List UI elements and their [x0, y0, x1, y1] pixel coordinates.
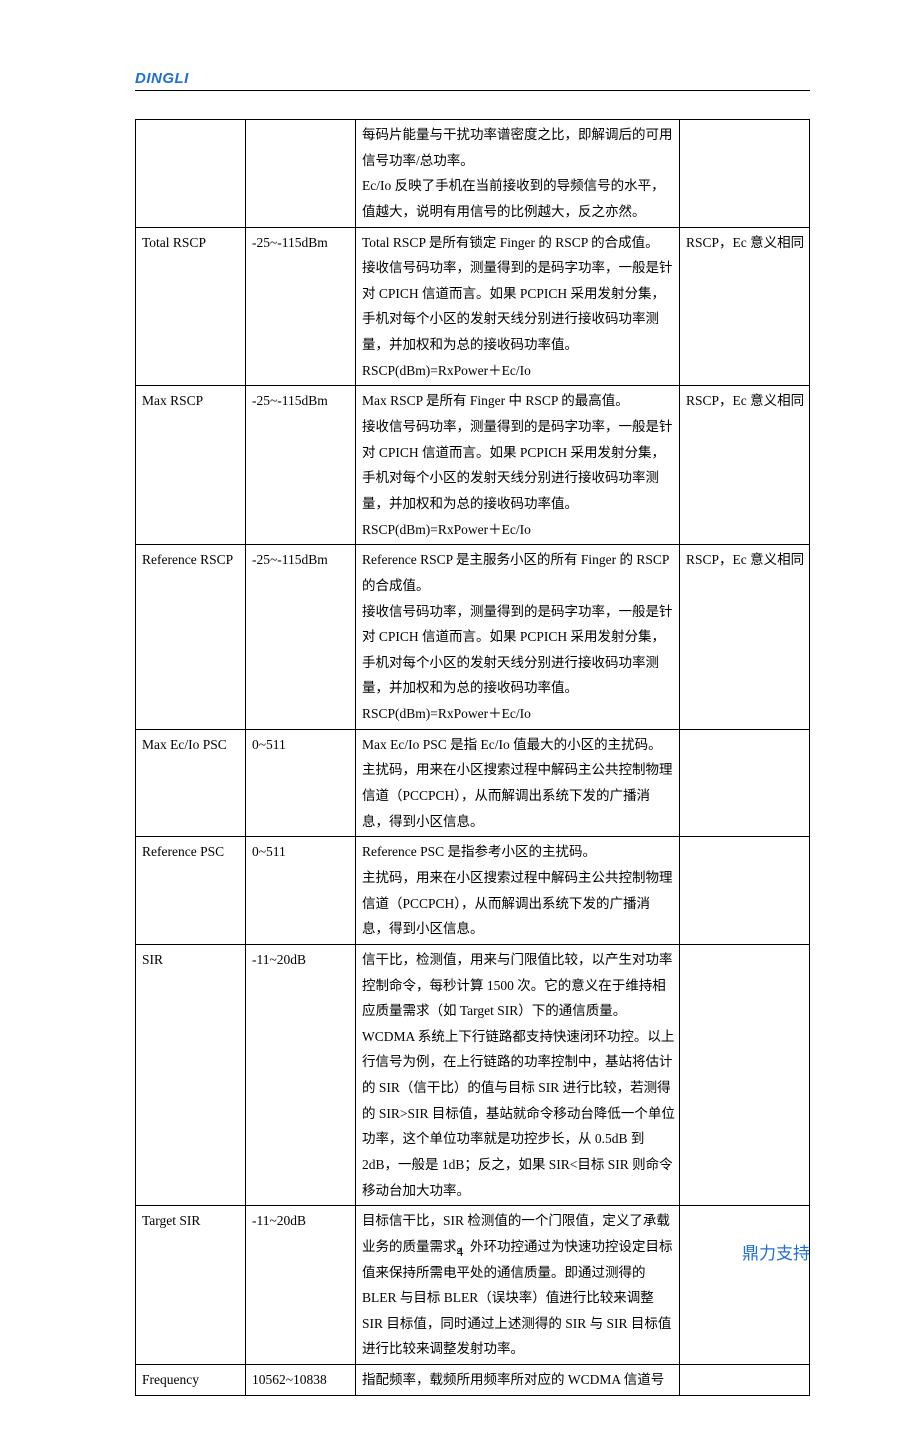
param-desc-cell: Max RSCP 是所有 Finger 中 RSCP 的最高值。接收信号码功率，…: [356, 386, 680, 545]
table-row: Max Ec/Io PSC0~511Max Ec/Io PSC 是指 Ec/Io…: [136, 729, 810, 837]
param-desc-cell: Total RSCP 是所有锁定 Finger 的 RSCP 的合成值。接收信号…: [356, 227, 680, 386]
param-name-cell: Reference PSC: [136, 837, 246, 945]
param-name-cell: Frequency: [136, 1365, 246, 1396]
param-note-cell: RSCP，Ec 意义相同: [680, 386, 810, 545]
param-range-cell: -25~-115dBm: [246, 227, 356, 386]
param-name-cell: Max Ec/Io PSC: [136, 729, 246, 837]
param-range-cell: 0~511: [246, 729, 356, 837]
param-desc-cell: Reference PSC 是指参考小区的主扰码。主扰码，用来在小区搜索过程中解…: [356, 837, 680, 945]
brand-logo-text: DINGLI: [135, 70, 189, 87]
param-name-cell: SIR: [136, 944, 246, 1205]
param-name-cell: Max RSCP: [136, 386, 246, 545]
param-note-cell: [680, 120, 810, 228]
param-note-cell: RSCP，Ec 意义相同: [680, 227, 810, 386]
page-header: DINGLI: [135, 70, 810, 91]
param-desc-cell: Reference RSCP 是主服务小区的所有 Finger 的 RSCP 的…: [356, 545, 680, 729]
document-page: DINGLI 每码片能量与干扰功率谱密度之比，即解调后的可用信号功率/总功率。E…: [0, 0, 920, 1456]
param-desc-cell: Max Ec/Io PSC 是指 Ec/Io 值最大的小区的主扰码。主扰码，用来…: [356, 729, 680, 837]
table-row: Max RSCP-25~-115dBmMax RSCP 是所有 Finger 中…: [136, 386, 810, 545]
table-row: Frequency10562~10838指配频率，载频所用频率所对应的 WCDM…: [136, 1365, 810, 1396]
param-name-cell: Total RSCP: [136, 227, 246, 386]
param-name-cell: Reference RSCP: [136, 545, 246, 729]
param-range-cell: 10562~10838: [246, 1365, 356, 1396]
param-note-cell: [680, 1206, 810, 1365]
param-range-cell: -11~20dB: [246, 944, 356, 1205]
table-row: Reference PSC0~511Reference PSC 是指参考小区的主…: [136, 837, 810, 945]
param-desc-cell: 指配频率，载频所用频率所对应的 WCDMA 信道号: [356, 1365, 680, 1396]
param-range-cell: -25~-115dBm: [246, 545, 356, 729]
table-row: Reference RSCP-25~-115dBmReference RSCP …: [136, 545, 810, 729]
parameters-table: 每码片能量与干扰功率谱密度之比，即解调后的可用信号功率/总功率。Ec/Io 反映…: [135, 119, 810, 1396]
param-note-cell: [680, 944, 810, 1205]
table-row: Target SIR-11~20dB目标信干比，SIR 检测值的一个门限值，定义…: [136, 1206, 810, 1365]
param-note-cell: RSCP，Ec 意义相同: [680, 545, 810, 729]
page-number: 4: [457, 1244, 464, 1259]
param-desc-cell: 信干比，检测值，用来与门限值比较，以产生对功率控制命令，每秒计算 1500 次。…: [356, 944, 680, 1205]
param-range-cell: [246, 120, 356, 228]
param-name-cell: Target SIR: [136, 1206, 246, 1365]
table-row: SIR-11~20dB信干比，检测值，用来与门限值比较，以产生对功率控制命令，每…: [136, 944, 810, 1205]
param-name-cell: [136, 120, 246, 228]
param-desc-cell: 目标信干比，SIR 检测值的一个门限值，定义了承载业务的质量需求。外环功控通过为…: [356, 1206, 680, 1365]
param-range-cell: 0~511: [246, 837, 356, 945]
param-note-cell: [680, 1365, 810, 1396]
param-range-cell: -25~-115dBm: [246, 386, 356, 545]
param-note-cell: [680, 729, 810, 837]
table-body: 每码片能量与干扰功率谱密度之比，即解调后的可用信号功率/总功率。Ec/Io 反映…: [136, 120, 810, 1396]
param-range-cell: -11~20dB: [246, 1206, 356, 1365]
param-note-cell: [680, 837, 810, 945]
table-row: 每码片能量与干扰功率谱密度之比，即解调后的可用信号功率/总功率。Ec/Io 反映…: [136, 120, 810, 228]
support-label: 鼎力支持: [742, 1239, 810, 1264]
param-desc-cell: 每码片能量与干扰功率谱密度之比，即解调后的可用信号功率/总功率。Ec/Io 反映…: [356, 120, 680, 228]
table-row: Total RSCP-25~-115dBmTotal RSCP 是所有锁定 Fi…: [136, 227, 810, 386]
